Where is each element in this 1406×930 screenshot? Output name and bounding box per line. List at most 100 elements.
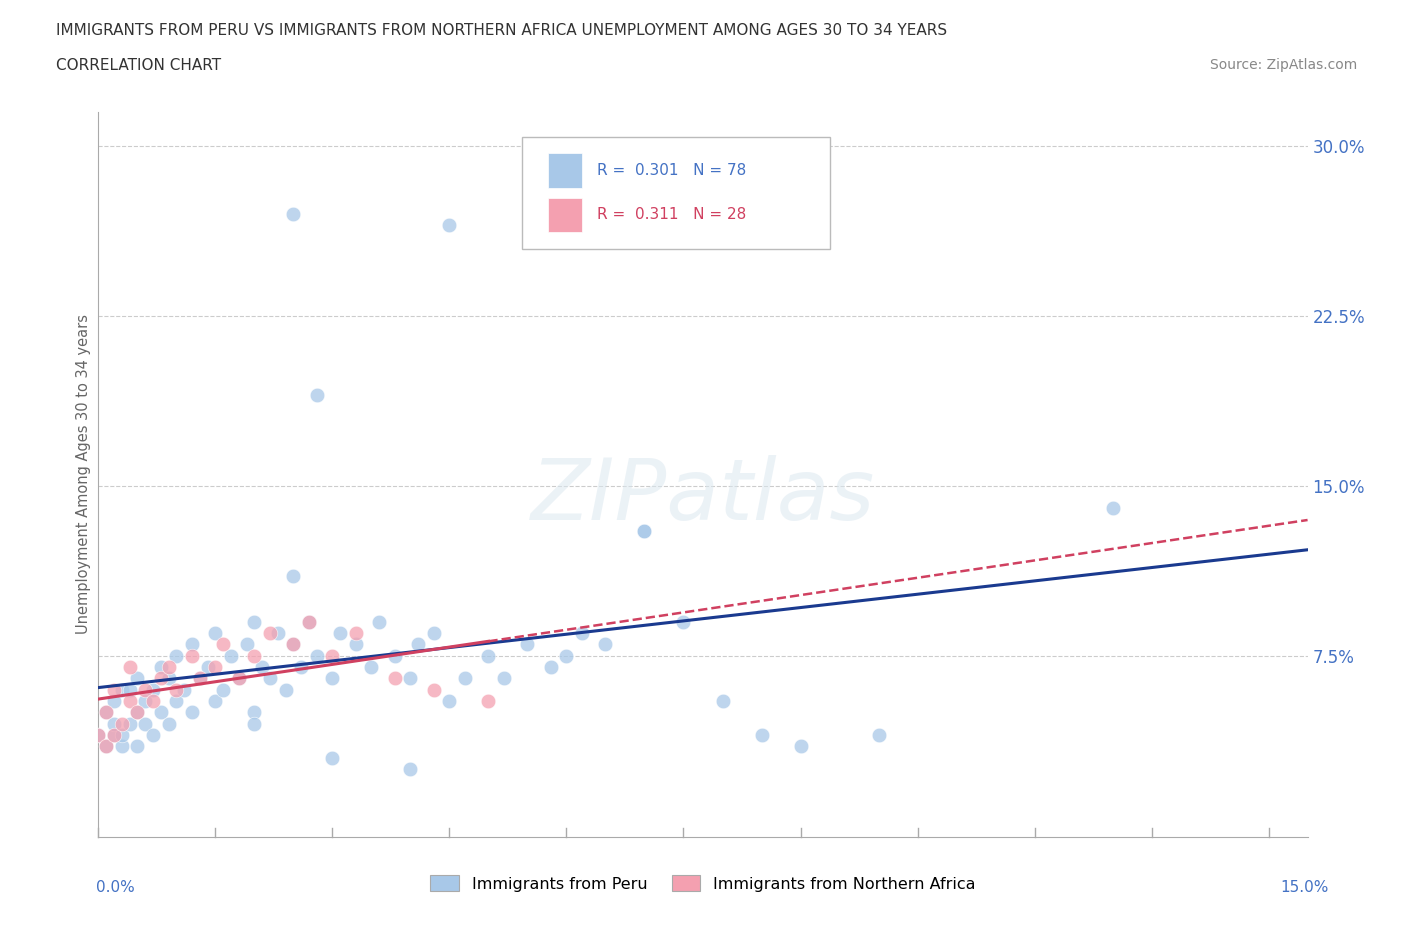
Text: 0.0%: 0.0% xyxy=(96,880,135,895)
Point xyxy=(595,637,617,652)
Point xyxy=(111,716,134,731)
Point xyxy=(305,648,328,663)
Point xyxy=(283,569,305,584)
Point xyxy=(252,659,274,674)
Point xyxy=(181,648,204,663)
Point xyxy=(149,659,172,674)
Point xyxy=(633,524,655,538)
Point xyxy=(118,683,141,698)
Point xyxy=(118,659,141,674)
Point xyxy=(555,648,578,663)
Point xyxy=(494,671,516,685)
Point xyxy=(96,705,118,720)
Point xyxy=(243,705,266,720)
Point xyxy=(96,738,118,753)
Point xyxy=(212,683,235,698)
Point xyxy=(423,683,446,698)
Point xyxy=(127,671,149,685)
Legend: Immigrants from Peru, Immigrants from Northern Africa: Immigrants from Peru, Immigrants from No… xyxy=(425,869,981,898)
Point xyxy=(789,738,811,753)
Point xyxy=(477,648,499,663)
Point xyxy=(344,626,367,641)
Point xyxy=(87,727,110,742)
Point xyxy=(283,206,305,221)
Point xyxy=(204,626,226,641)
FancyBboxPatch shape xyxy=(548,197,582,232)
Point xyxy=(165,694,187,709)
Point xyxy=(149,671,172,685)
Point xyxy=(243,648,266,663)
Point xyxy=(142,694,165,709)
Point xyxy=(399,671,422,685)
Point xyxy=(204,659,226,674)
Point xyxy=(321,671,343,685)
Point xyxy=(188,671,211,685)
Point xyxy=(384,648,406,663)
Point xyxy=(188,671,211,685)
Point xyxy=(751,727,773,742)
Point xyxy=(1101,501,1123,516)
Point xyxy=(103,716,125,731)
Point xyxy=(633,524,655,538)
Point xyxy=(96,738,118,753)
Point xyxy=(111,683,134,698)
Point xyxy=(228,671,250,685)
Point xyxy=(235,637,257,652)
Point xyxy=(165,683,187,698)
Point xyxy=(360,659,382,674)
Text: R =  0.311   N = 28: R = 0.311 N = 28 xyxy=(596,207,745,222)
Point xyxy=(96,705,118,720)
Point xyxy=(103,727,125,742)
Text: IMMIGRANTS FROM PERU VS IMMIGRANTS FROM NORTHERN AFRICA UNEMPLOYMENT AMONG AGES : IMMIGRANTS FROM PERU VS IMMIGRANTS FROM … xyxy=(56,23,948,38)
Point xyxy=(259,626,281,641)
Point xyxy=(103,694,125,709)
Point xyxy=(181,705,204,720)
Text: CORRELATION CHART: CORRELATION CHART xyxy=(56,58,221,73)
Point xyxy=(454,671,477,685)
Point xyxy=(298,614,321,629)
Point xyxy=(134,694,156,709)
Point xyxy=(134,683,156,698)
Point xyxy=(197,659,219,674)
Point xyxy=(111,727,134,742)
Point xyxy=(219,648,242,663)
Point xyxy=(259,671,281,685)
Point xyxy=(118,716,141,731)
FancyBboxPatch shape xyxy=(522,137,830,249)
Point xyxy=(540,659,562,674)
FancyBboxPatch shape xyxy=(548,153,582,188)
Point xyxy=(111,738,134,753)
Point xyxy=(477,694,499,709)
Point xyxy=(439,694,461,709)
Point xyxy=(212,637,235,652)
Point xyxy=(321,648,343,663)
Point xyxy=(384,671,406,685)
Point xyxy=(204,694,226,709)
Point xyxy=(243,614,266,629)
Point xyxy=(157,659,180,674)
Text: Source: ZipAtlas.com: Source: ZipAtlas.com xyxy=(1209,58,1357,72)
Point xyxy=(672,614,695,629)
Point xyxy=(157,716,180,731)
Point xyxy=(344,637,367,652)
Point xyxy=(368,614,391,629)
Point xyxy=(127,705,149,720)
Text: R =  0.301   N = 78: R = 0.301 N = 78 xyxy=(596,164,745,179)
Point xyxy=(399,762,422,777)
Point xyxy=(157,671,180,685)
Point xyxy=(571,626,593,641)
Point xyxy=(165,648,187,663)
Point xyxy=(283,637,305,652)
Point xyxy=(406,637,429,652)
Point xyxy=(298,614,321,629)
Point xyxy=(868,727,890,742)
Text: 15.0%: 15.0% xyxy=(1281,880,1329,895)
Text: ZIPatlas: ZIPatlas xyxy=(531,455,875,538)
Point xyxy=(181,637,204,652)
Point xyxy=(274,683,297,698)
Point xyxy=(516,637,538,652)
Point xyxy=(243,716,266,731)
Point xyxy=(134,716,156,731)
Point xyxy=(173,683,195,698)
Point xyxy=(142,727,165,742)
